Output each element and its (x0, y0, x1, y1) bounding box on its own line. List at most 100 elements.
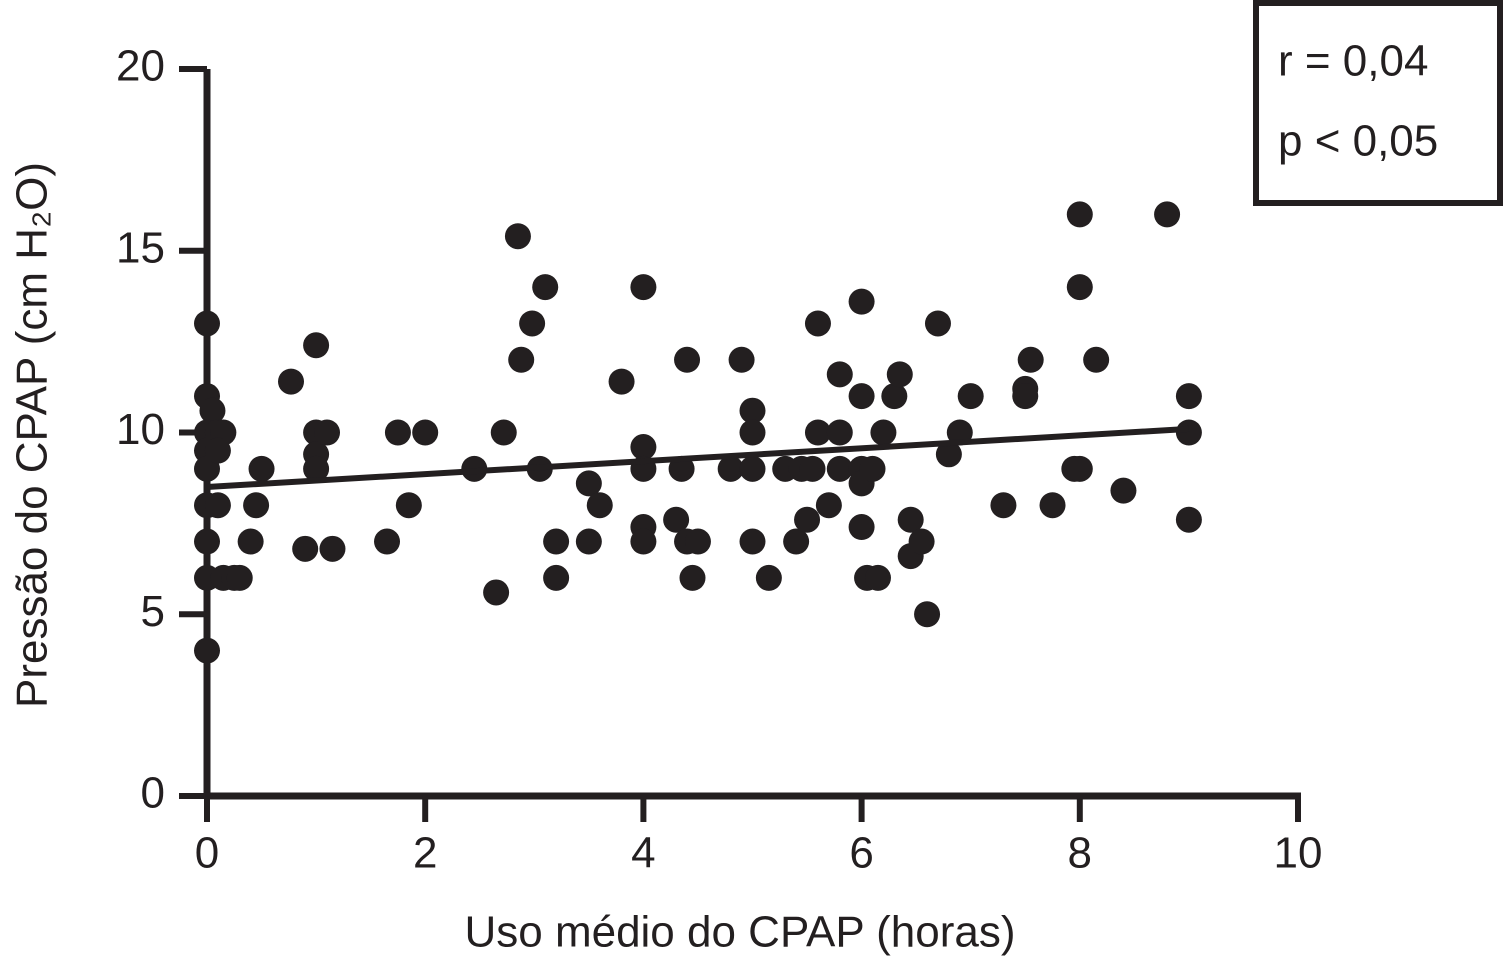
point (826, 419, 853, 446)
point (886, 361, 913, 388)
y-tick-label: 20 (116, 42, 165, 91)
point (897, 506, 924, 533)
point (374, 528, 401, 555)
point (194, 310, 220, 337)
x-axis-label: Uso médio do CPAP (horas) (464, 908, 1015, 957)
point (384, 419, 411, 446)
point (575, 528, 602, 555)
point (990, 492, 1017, 519)
point (1066, 201, 1093, 228)
point (237, 528, 264, 555)
point (914, 601, 941, 628)
point (668, 455, 695, 482)
point (1012, 383, 1039, 410)
point (881, 383, 908, 410)
point (739, 528, 766, 555)
x-tick-label: 8 (1068, 829, 1092, 878)
point (303, 455, 330, 482)
point (957, 383, 984, 410)
point (794, 506, 821, 533)
point (679, 564, 706, 591)
y-axis-label: Pressão do CPAP (cm H₂O) (8, 162, 57, 708)
point (848, 288, 875, 315)
point (319, 535, 346, 562)
point (204, 437, 231, 464)
point (1175, 506, 1202, 533)
point (799, 455, 826, 482)
point (532, 274, 559, 301)
point (1039, 492, 1066, 519)
y-tick-label: 10 (116, 405, 165, 454)
point (870, 419, 897, 446)
x-tick-label: 4 (631, 829, 655, 878)
point (739, 455, 766, 482)
point (243, 492, 270, 519)
point (483, 579, 510, 606)
point (194, 528, 220, 555)
point (804, 310, 831, 337)
stat-annotation: p < 0,05 (1278, 117, 1438, 166)
point (630, 528, 657, 555)
point (194, 637, 220, 664)
x-tick-label: 2 (413, 829, 437, 878)
point (303, 332, 330, 359)
point (1066, 455, 1093, 482)
point (292, 535, 319, 562)
point (739, 419, 766, 446)
point (630, 274, 657, 301)
x-tick-label: 0 (195, 829, 219, 878)
point (575, 470, 602, 497)
y-tick-label: 15 (116, 223, 165, 272)
point (684, 528, 711, 555)
point (864, 564, 891, 591)
point (1175, 383, 1202, 410)
point (946, 419, 973, 446)
point (826, 361, 853, 388)
stat-annotation: r = 0,04 (1278, 37, 1428, 86)
point (924, 310, 951, 337)
point (543, 564, 570, 591)
point (848, 383, 875, 410)
x-tick-label: 10 (1274, 829, 1323, 878)
trend-line (206, 425, 1190, 491)
point (519, 310, 546, 337)
point (674, 346, 701, 373)
y-tick-label: 5 (141, 587, 165, 636)
point (504, 223, 531, 250)
point (935, 441, 962, 468)
point (508, 346, 535, 373)
point (199, 397, 226, 424)
point (278, 368, 305, 395)
point (783, 528, 810, 555)
point (1083, 346, 1110, 373)
point (395, 492, 422, 519)
point (543, 528, 570, 555)
point (1110, 477, 1137, 504)
x-tick-label: 6 (849, 829, 873, 878)
point (412, 419, 439, 446)
point (204, 492, 231, 519)
stats-box (1253, 0, 1503, 206)
point (717, 455, 744, 482)
point (663, 506, 690, 533)
y-tick-label: 0 (141, 769, 165, 818)
point (226, 564, 253, 591)
point (1017, 346, 1044, 373)
point (248, 455, 275, 482)
point (1175, 419, 1202, 446)
point (490, 419, 517, 446)
point (728, 346, 755, 373)
point (755, 564, 782, 591)
point (314, 419, 341, 446)
point (1066, 274, 1093, 301)
point (859, 455, 886, 482)
point (608, 368, 635, 395)
point (848, 514, 875, 541)
point (630, 434, 657, 461)
point (826, 455, 853, 482)
point (1154, 201, 1181, 228)
point (804, 419, 831, 446)
point (908, 528, 935, 555)
point (815, 492, 842, 519)
